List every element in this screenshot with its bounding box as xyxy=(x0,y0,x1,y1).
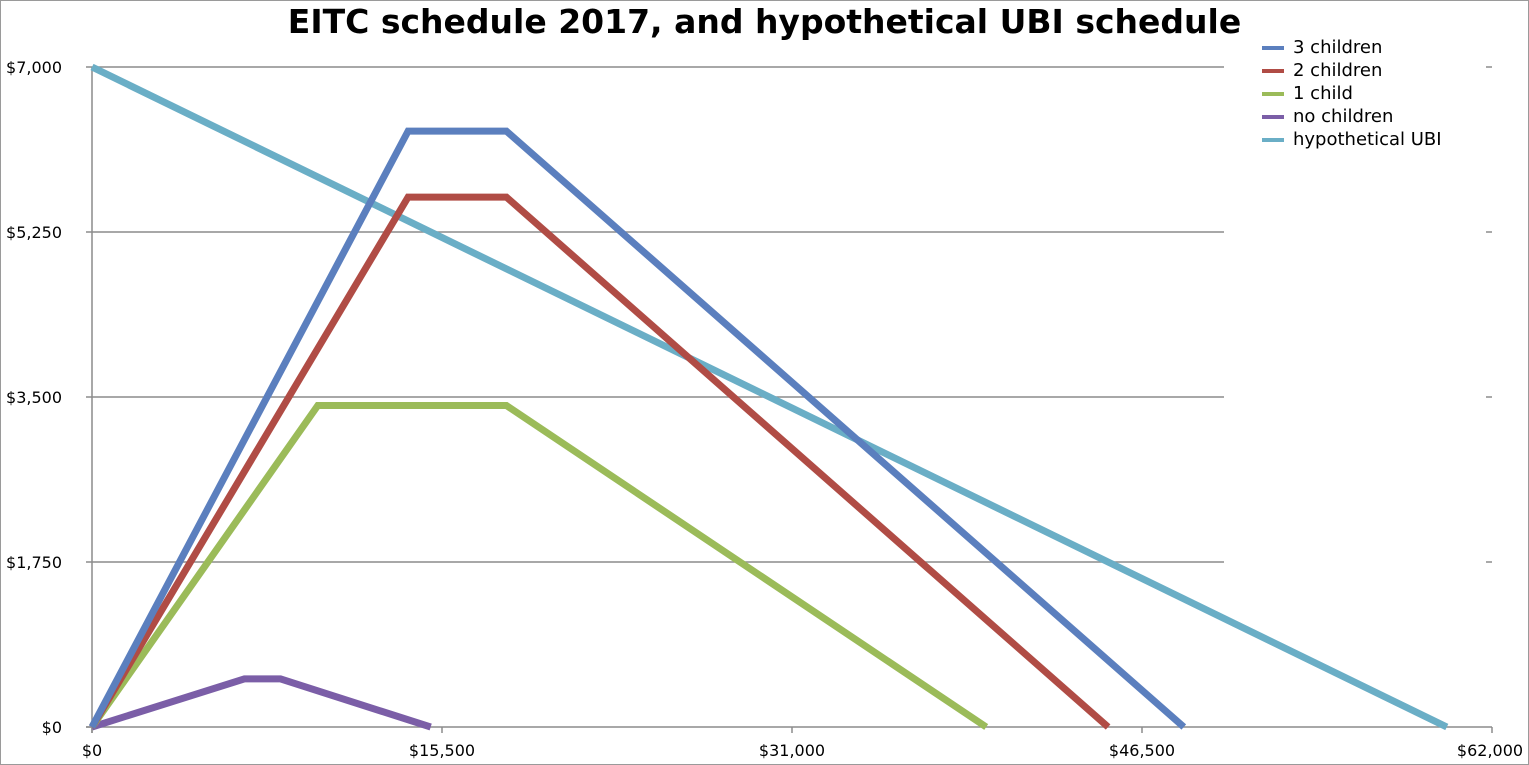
x-tick-label: $46,500 xyxy=(1109,741,1175,760)
y-tick-label: $1,750 xyxy=(6,553,62,572)
series-lines xyxy=(88,63,1449,731)
legend-swatch xyxy=(1262,68,1284,73)
series-line-2-children xyxy=(88,193,1111,730)
legend-label: 1 child xyxy=(1293,83,1353,104)
y-tick-label: $5,250 xyxy=(6,223,62,242)
series-line-no-children xyxy=(90,675,432,731)
y-tick-label: $3,500 xyxy=(6,388,62,407)
legend-item: 3 children xyxy=(1262,36,1442,59)
y-tick-label: $0 xyxy=(42,718,62,737)
legend-swatch xyxy=(1262,91,1284,96)
tick-labels: $0 $1,750 $3,500 $5,250 $7,000 $0 $15,500 $31,0… xyxy=(6,58,1523,760)
chart-title: EITC schedule 2017, and hypothetical UBI… xyxy=(287,2,1242,41)
axes xyxy=(86,66,1493,733)
x-tick-label: $15,500 xyxy=(409,741,475,760)
legend-item: no children xyxy=(1262,105,1442,128)
legend-label: hypothetical UBI xyxy=(1293,129,1442,150)
gridlines xyxy=(92,66,1492,563)
legend-label: 2 children xyxy=(1293,60,1383,81)
series-line-3-children xyxy=(88,127,1187,730)
legend-swatch xyxy=(1262,114,1284,119)
legend-label: no children xyxy=(1293,106,1394,127)
y-tick-label: $7,000 xyxy=(6,58,62,77)
series-line-1-child xyxy=(89,402,989,730)
legend-swatch xyxy=(1262,137,1284,142)
x-tick-label: $62,000 xyxy=(1457,741,1523,760)
legend-item: hypothetical UBI xyxy=(1262,128,1442,151)
series-line-hypothetical-ubi xyxy=(90,63,1449,731)
x-tick-label: $0 xyxy=(82,741,102,760)
legend-label: 3 children xyxy=(1293,37,1383,58)
legend-item: 1 child xyxy=(1262,82,1442,105)
x-tick-label: $31,000 xyxy=(759,741,825,760)
legend-swatch xyxy=(1262,45,1284,50)
legend: 3 children 2 children 1 child no children hy… xyxy=(1262,36,1442,151)
legend-item: 2 children xyxy=(1262,59,1442,82)
